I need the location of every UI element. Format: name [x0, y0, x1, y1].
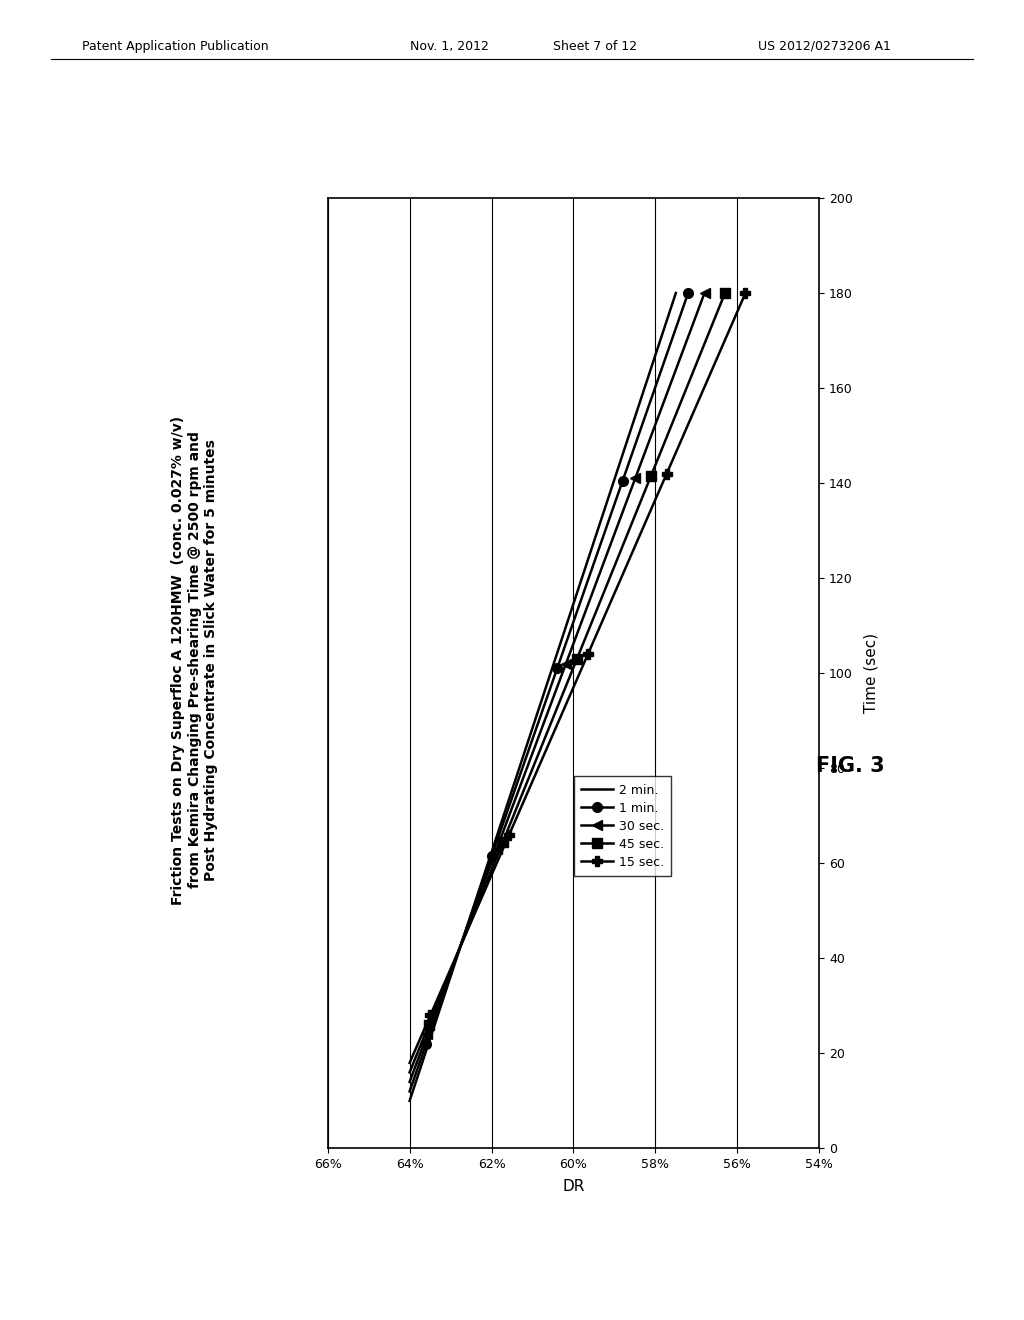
Text: US 2012/0273206 A1: US 2012/0273206 A1: [758, 40, 891, 53]
Text: Nov. 1, 2012: Nov. 1, 2012: [410, 40, 488, 53]
Text: FIG. 3: FIG. 3: [815, 755, 885, 776]
Text: Sheet 7 of 12: Sheet 7 of 12: [553, 40, 637, 53]
Text: Friction Tests on Dry Superfloc A 120HMW  (conc. 0.027% w/v)
from Kemira Changin: Friction Tests on Dry Superfloc A 120HMW…: [171, 416, 218, 904]
Y-axis label: Time (sec): Time (sec): [864, 634, 879, 713]
X-axis label: DR: DR: [562, 1180, 585, 1195]
Legend: 2 min., 1 min., 30 sec., 45 sec., 15 sec.: 2 min., 1 min., 30 sec., 45 sec., 15 sec…: [573, 776, 672, 876]
Text: Patent Application Publication: Patent Application Publication: [82, 40, 268, 53]
